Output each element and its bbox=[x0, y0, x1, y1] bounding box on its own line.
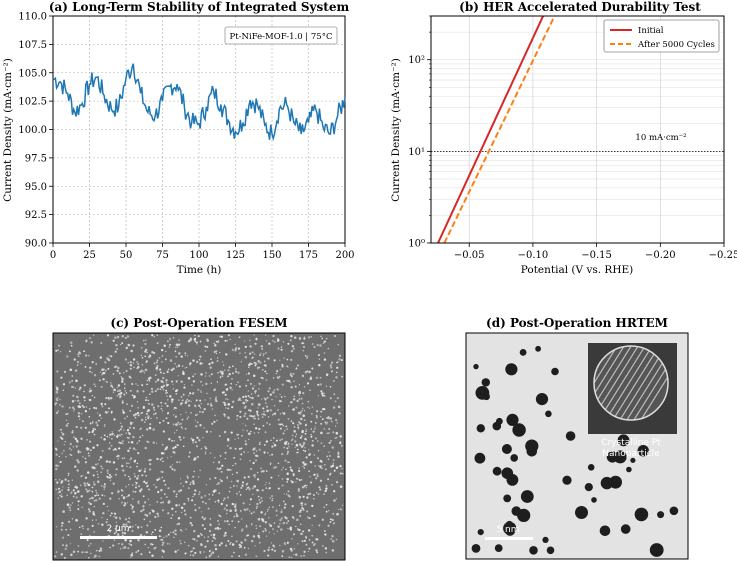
fesem-scale-bar bbox=[80, 536, 157, 539]
panel-b-ytick-label: 10¹ bbox=[408, 147, 425, 158]
panel-a-annotation: Pt-NiFe-MOF-1.0 | 75°C bbox=[230, 32, 333, 42]
panel-a-ytick-label: 97.5 bbox=[25, 153, 47, 164]
panel-a-annotation-box: Pt-NiFe-MOF-1.0 | 75°C bbox=[224, 26, 338, 45]
panel-a-ytick-label: 107.5 bbox=[18, 40, 47, 51]
panel-a-xtick-label: 175 bbox=[299, 250, 318, 261]
panel-a-xlabel: Time (h) bbox=[177, 264, 222, 276]
panel-d-hrtem-image: (d) Post-Operation HRTEM Crystalline Pt … bbox=[465, 316, 689, 560]
panel-a-title: (a) Long-Term Stability of Integrated Sy… bbox=[49, 0, 350, 14]
panel-a-ytick-label: 102.5 bbox=[18, 97, 47, 108]
panel-a-stability-chart: (a) Long-Term Stability of Integrated Sy… bbox=[2, 0, 355, 276]
panel-b-xtick-label: −0.10 bbox=[518, 250, 549, 261]
panel-c-title: (c) Post-Operation FESEM bbox=[110, 316, 287, 330]
panel-a-ylabel: Current Density (mA·cm⁻²) bbox=[2, 58, 14, 202]
panel-b-series bbox=[431, 16, 724, 243]
hrtem-inset: Crystalline Pt Nanoparticle bbox=[588, 343, 677, 459]
panel-a-xtick-label: 0 bbox=[50, 250, 56, 261]
panel-d-title: (d) Post-Operation HRTEM bbox=[486, 316, 668, 330]
panel-a-ticks: 0 25 50 75 100 125 150 175 200 90.0 92.5 95.0 97.5 10… bbox=[18, 12, 354, 262]
panel-b-ytick-label: 10² bbox=[408, 55, 425, 66]
panel-c-fesem-image: (c) Post-Operation FESEM 2 μm bbox=[52, 316, 346, 561]
panel-b-ylabel: Current Density (mA·cm⁻²) bbox=[390, 58, 402, 202]
panel-a-grid bbox=[52, 15, 346, 244]
panel-a-xtick-label: 75 bbox=[156, 250, 169, 261]
panel-a-xtick-label: 100 bbox=[189, 250, 208, 261]
panel-b-initial-line bbox=[437, 16, 545, 243]
legend-label-initial: Initial bbox=[638, 26, 664, 36]
panel-b-xtick-label: −0.15 bbox=[581, 250, 612, 261]
panel-a-ytick-label: 105.0 bbox=[18, 68, 47, 79]
panel-b-reference-label: 10 mA·cm⁻² bbox=[635, 133, 686, 143]
panel-a-xtick-label: 25 bbox=[83, 250, 96, 261]
panel-a-xtick-label: 50 bbox=[120, 250, 133, 261]
panel-b-xtick-label: −0.20 bbox=[645, 250, 676, 261]
panel-b-xlabel: Potential (V vs. RHE) bbox=[521, 264, 634, 276]
hrtem-scale-bar bbox=[485, 537, 533, 540]
panel-a-xtick-label: 125 bbox=[226, 250, 245, 261]
panel-b-xtick-label: −0.25 bbox=[709, 250, 737, 261]
panel-a-xtick-label: 150 bbox=[262, 250, 281, 261]
legend-label-after-cycles: After 5000 Cycles bbox=[637, 40, 715, 50]
panel-b-title: (b) HER Accelerated Durability Test bbox=[459, 0, 701, 14]
fesem-scale-label: 2 μm bbox=[106, 524, 129, 534]
panel-a-ytick-label: 100.0 bbox=[18, 125, 47, 136]
panel-a-ytick-label: 90.0 bbox=[25, 239, 47, 250]
panel-a-ytick-label: 95.0 bbox=[25, 182, 47, 193]
panel-b-frame bbox=[430, 15, 725, 244]
hrtem-scale-label: 5 nm bbox=[496, 525, 519, 535]
panel-a-ytick-label: 92.5 bbox=[25, 210, 47, 221]
fesem-micrograph bbox=[52, 332, 346, 561]
fesem-particles bbox=[54, 334, 344, 559]
panel-b-ticks: −0.05 −0.10 −0.15 −0.20 −0.25 10⁰ 10¹ 10² bbox=[408, 15, 737, 261]
panel-a-series bbox=[52, 63, 346, 142]
panel-b-ytick-label: 10⁰ bbox=[408, 239, 425, 250]
hrtem-particles bbox=[471, 345, 679, 557]
hrtem-inset-label-1: Crystalline Pt bbox=[601, 438, 661, 448]
panel-b-durability-chart: (b) HER Accelerated Durability Test −0.0… bbox=[390, 0, 737, 276]
hrtem-inset-label-2: Nanoparticle bbox=[602, 449, 660, 459]
panel-a-current-density-line bbox=[52, 63, 346, 142]
panel-b-legend: Initial After 5000 Cycles bbox=[603, 19, 720, 53]
panel-a-xtick-label: 200 bbox=[335, 250, 354, 261]
panel-b-after-cycles-line bbox=[443, 16, 556, 243]
panel-b-xtick-label: −0.05 bbox=[454, 250, 485, 261]
panel-a-ytick-label: 110.0 bbox=[18, 12, 47, 23]
